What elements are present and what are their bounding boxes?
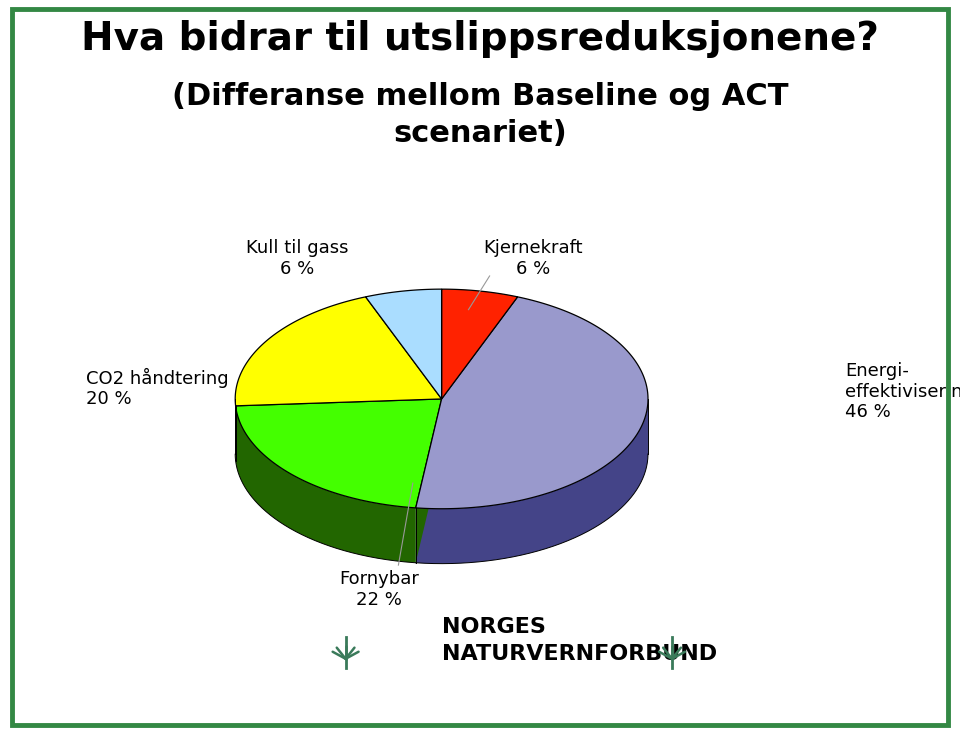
Polygon shape	[416, 399, 442, 563]
Text: Energi-
effektivisering
46 %: Energi- effektivisering 46 %	[845, 362, 960, 422]
Text: Kull til gass
6 %: Kull til gass 6 %	[247, 239, 348, 278]
Text: CO2 håndtering
20 %: CO2 håndtering 20 %	[86, 367, 229, 408]
Text: Kjernekraft
6 %: Kjernekraft 6 %	[483, 239, 583, 278]
Polygon shape	[235, 297, 442, 406]
Text: NATURVERNFORBUND: NATURVERNFORBUND	[442, 644, 717, 665]
Polygon shape	[416, 399, 648, 564]
Text: scenariet): scenariet)	[394, 119, 566, 148]
Polygon shape	[235, 399, 442, 508]
Polygon shape	[235, 399, 442, 460]
Text: NORGES: NORGES	[442, 617, 545, 638]
Polygon shape	[416, 399, 442, 563]
Text: (Differanse mellom Baseline og ACT: (Differanse mellom Baseline og ACT	[172, 82, 788, 111]
Polygon shape	[416, 297, 648, 509]
Text: Hva bidrar til utslippsreduksjonene?: Hva bidrar til utslippsreduksjonene?	[81, 20, 879, 59]
Polygon shape	[235, 406, 416, 563]
Polygon shape	[366, 289, 442, 399]
Polygon shape	[235, 399, 442, 460]
Polygon shape	[442, 289, 517, 399]
Text: Fornybar
22 %: Fornybar 22 %	[339, 569, 420, 609]
